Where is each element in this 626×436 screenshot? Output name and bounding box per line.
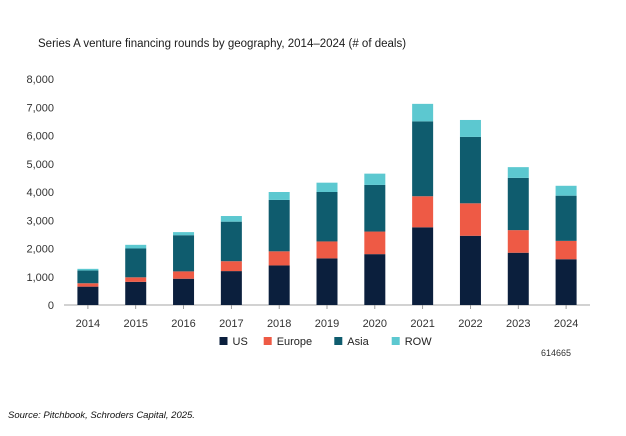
y-tick-label: 4,000 bbox=[26, 187, 54, 199]
legend-label-us: US bbox=[233, 336, 248, 348]
x-tick-label: 2015 bbox=[123, 318, 147, 330]
bar-segment-europe-2018 bbox=[268, 251, 290, 266]
x-tick-label: 2014 bbox=[76, 318, 100, 330]
bar-segment-asia-2020 bbox=[364, 184, 386, 232]
y-tick-label: 2,000 bbox=[26, 244, 54, 256]
y-tick-label: 3,000 bbox=[26, 215, 54, 227]
x-tick-label: 2019 bbox=[315, 318, 339, 330]
bar-segment-europe-2020 bbox=[364, 231, 386, 255]
x-tick-label: 2022 bbox=[458, 318, 482, 330]
bar-segment-us-2019 bbox=[316, 258, 338, 305]
y-tick-label: 1,000 bbox=[26, 272, 54, 284]
bar-segment-row-2014 bbox=[77, 268, 99, 271]
bar-segment-asia-2018 bbox=[268, 199, 290, 252]
y-tick-label: 0 bbox=[48, 300, 54, 312]
x-tick-label: 2020 bbox=[363, 318, 387, 330]
chart-code: 614665 bbox=[541, 348, 572, 358]
bar-segment-europe-2022 bbox=[459, 203, 481, 236]
bar-segment-asia-2024 bbox=[555, 195, 577, 241]
bar-segment-europe-2016 bbox=[173, 271, 195, 279]
bar-segment-row-2021 bbox=[412, 103, 434, 122]
bar-segment-us-2018 bbox=[268, 265, 290, 305]
legend: US Europe Asia ROW bbox=[219, 336, 433, 348]
bar-segment-asia-2023 bbox=[507, 177, 529, 231]
y-tick-label: 5,000 bbox=[26, 159, 54, 171]
x-tick-label: 2018 bbox=[267, 318, 291, 330]
bar-segment-asia-2016 bbox=[173, 235, 195, 272]
bar-segment-asia-2021 bbox=[412, 121, 434, 197]
bar-segment-europe-2017 bbox=[220, 261, 242, 272]
bar-segment-europe-2015 bbox=[125, 277, 147, 282]
bar-segment-asia-2015 bbox=[125, 248, 147, 278]
bar-segment-europe-2014 bbox=[77, 283, 99, 287]
bar-segment-europe-2019 bbox=[316, 241, 338, 259]
bar-segment-row-2018 bbox=[268, 192, 290, 200]
bar-segment-us-2016 bbox=[173, 278, 195, 305]
y-tick-label: 6,000 bbox=[26, 131, 54, 143]
bar-segment-us-2022 bbox=[459, 235, 481, 305]
source-note: Source: Pitchbook, Schroders Capital, 20… bbox=[8, 410, 195, 421]
bar-segment-row-2022 bbox=[459, 119, 481, 137]
bar-segment-us-2023 bbox=[507, 252, 529, 305]
bar-segment-row-2024 bbox=[555, 185, 577, 196]
x-axis-ticks: 2014 2015 2016 2017 2018 2019 2020 2021 2022 2023… bbox=[76, 305, 578, 330]
x-tick-label: 2024 bbox=[554, 318, 578, 330]
bar-segment-europe-2021 bbox=[412, 196, 434, 228]
bar-segment-row-2016 bbox=[173, 232, 195, 236]
bar-segment-europe-2023 bbox=[507, 230, 529, 253]
bar-segment-row-2019 bbox=[316, 182, 338, 192]
bar-segment-europe-2024 bbox=[555, 240, 577, 260]
x-tick-label: 2017 bbox=[219, 318, 243, 330]
bar-segment-row-2015 bbox=[125, 244, 147, 249]
x-tick-label: 2016 bbox=[171, 318, 195, 330]
y-tick-label: 7,000 bbox=[26, 102, 54, 114]
legend-label-row: ROW bbox=[405, 336, 433, 348]
bar-segment-us-2024 bbox=[555, 259, 577, 305]
bar-segment-asia-2019 bbox=[316, 192, 338, 242]
bar-segment-asia-2014 bbox=[77, 270, 99, 284]
x-tick-label: 2021 bbox=[410, 318, 434, 330]
legend-swatch-us bbox=[219, 337, 228, 345]
y-axis-ticks: 0 1,000 2,000 3,000 4,000 5,000 6,000 7,000 8,00… bbox=[26, 74, 54, 312]
bar-segment-asia-2022 bbox=[459, 136, 481, 204]
bar-segment-row-2023 bbox=[507, 167, 529, 178]
bar-segment-us-2017 bbox=[220, 271, 242, 305]
bar-segment-us-2014 bbox=[77, 286, 99, 305]
bar-segment-asia-2017 bbox=[220, 221, 242, 262]
legend-swatch-row bbox=[391, 337, 400, 345]
legend-swatch-europe bbox=[263, 337, 272, 345]
chart-title: Series A venture financing rounds by geo… bbox=[38, 38, 407, 50]
x-tick-label: 2023 bbox=[506, 318, 530, 330]
bar-segment-us-2020 bbox=[364, 254, 386, 305]
legend-label-europe: Europe bbox=[277, 336, 312, 348]
y-tick-label: 8,000 bbox=[26, 74, 54, 86]
legend-label-asia: Asia bbox=[347, 336, 369, 348]
bar-segment-us-2021 bbox=[412, 227, 434, 305]
bar-segment-us-2015 bbox=[125, 281, 147, 305]
bar-segment-row-2020 bbox=[364, 173, 386, 185]
legend-swatch-asia bbox=[334, 337, 343, 345]
bar-segment-row-2017 bbox=[220, 216, 242, 222]
bars bbox=[77, 103, 577, 305]
